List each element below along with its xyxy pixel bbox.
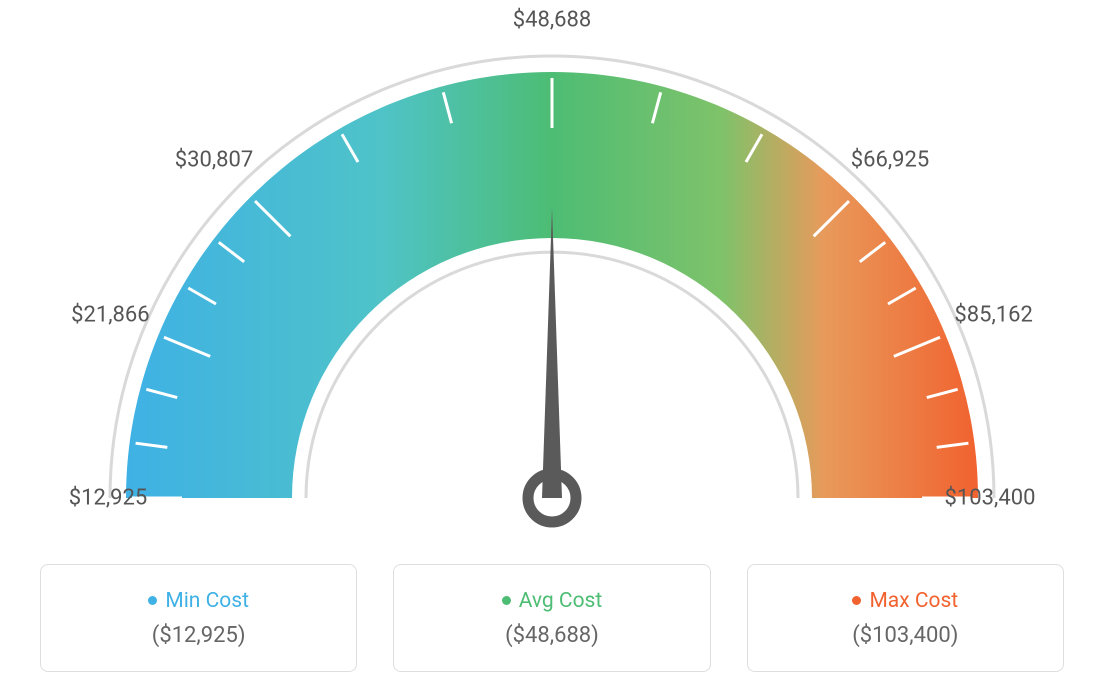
gauge-svg xyxy=(0,0,1104,540)
gauge-tick-label: $85,162 xyxy=(954,303,1033,328)
gauge-tick-label: $103,400 xyxy=(945,486,1036,511)
dot-icon xyxy=(502,596,511,605)
gauge-chart: $12,925 $21,866 $30,807 $48,688 $66,925 $85,1… xyxy=(0,0,1104,540)
legend-min-title-row: Min Cost xyxy=(148,589,249,613)
legend-card-min: Min Cost ($12,925) xyxy=(40,564,357,672)
legend-row: Min Cost ($12,925) Avg Cost ($48,688) Ma… xyxy=(0,564,1104,672)
legend-avg-title-row: Avg Cost xyxy=(502,589,603,613)
legend-min-value: ($12,925) xyxy=(152,623,246,648)
legend-card-avg: Avg Cost ($48,688) xyxy=(393,564,710,672)
dot-icon xyxy=(852,596,861,605)
gauge-tick-label: $21,866 xyxy=(71,303,150,328)
dot-icon xyxy=(148,596,157,605)
gauge-tick-label: $12,925 xyxy=(69,486,148,511)
legend-avg-value: ($48,688) xyxy=(505,623,599,648)
legend-max-title: Max Cost xyxy=(869,589,958,613)
gauge-tick-label: $48,688 xyxy=(513,8,592,33)
legend-max-value: ($103,400) xyxy=(852,623,958,648)
legend-max-title-row: Max Cost xyxy=(852,589,958,613)
legend-min-title: Min Cost xyxy=(165,589,249,613)
gauge-tick-label: $30,807 xyxy=(175,148,254,173)
legend-avg-title: Avg Cost xyxy=(519,589,603,613)
legend-card-max: Max Cost ($103,400) xyxy=(747,564,1064,672)
gauge-tick-label: $66,925 xyxy=(851,148,930,173)
